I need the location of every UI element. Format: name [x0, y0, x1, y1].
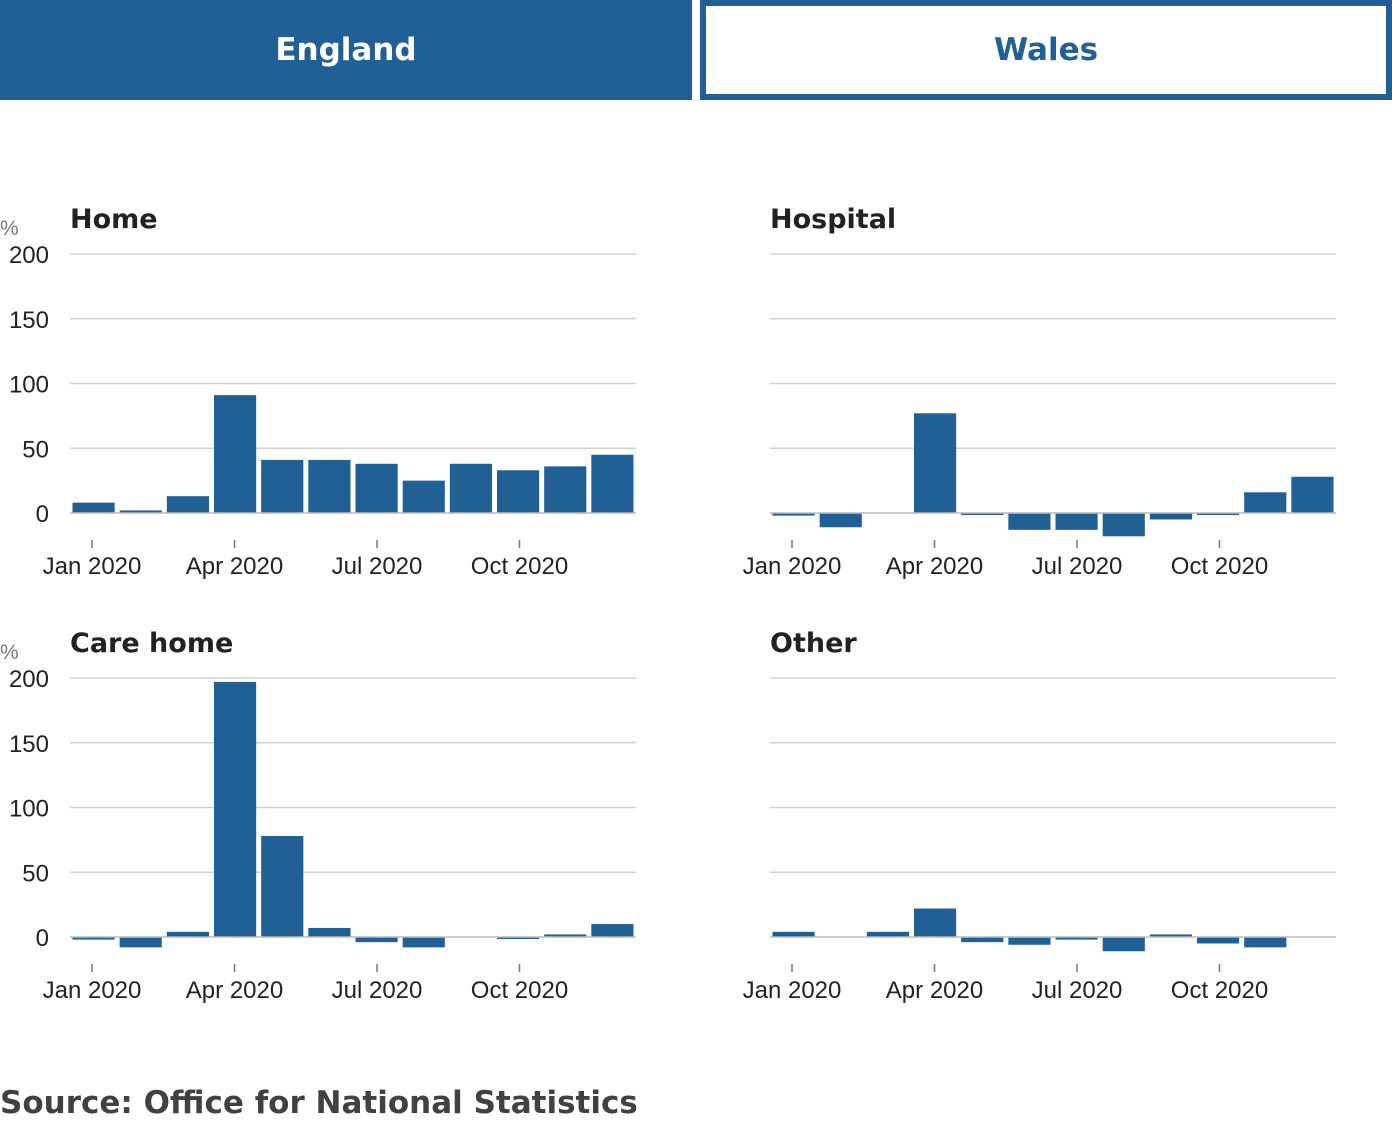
x-tick-label: Oct 2020: [471, 977, 568, 1004]
x-tick-label: Jan 2020: [743, 553, 842, 580]
bar-nov-2020: [1244, 492, 1287, 513]
bar-aug-2020: [402, 480, 445, 513]
bar-jun-2020: [1008, 513, 1051, 530]
bar-jul-2020: [1055, 937, 1098, 940]
tab-england[interactable]: England: [0, 0, 692, 100]
x-tick-label: Oct 2020: [1171, 553, 1268, 580]
bar-oct-2020: [1197, 937, 1240, 944]
y-unit-label: %: [0, 641, 19, 664]
y-tick-label: 200: [9, 666, 49, 693]
tab-wales[interactable]: Wales: [700, 0, 1392, 100]
y-unit-label: %: [0, 217, 19, 240]
bar-feb-2020: [119, 937, 162, 948]
x-tick-label: Oct 2020: [471, 553, 568, 580]
chart-panel-other: Other Jan 2020 Apr 2020 Jul 2020 Oct 2020: [743, 628, 1336, 1004]
x-tick-label: Apr 2020: [186, 977, 283, 1004]
bar-may-2020: [961, 937, 1004, 943]
bar-jun-2020: [308, 459, 351, 513]
chart-panel-hospital: Hospital Jan 2020 Apr 2020 Jul 2020 Oct 2020: [743, 204, 1336, 580]
bar-jan-2020: [72, 937, 115, 940]
bar-dec-2020: [1291, 476, 1334, 513]
y-tick-label: 150: [9, 731, 49, 758]
x-tick-label: Apr 2020: [186, 553, 283, 580]
x-tick-label: Jul 2020: [332, 977, 423, 1004]
bar-oct-2020: [497, 470, 540, 513]
bar-aug-2020: [402, 937, 445, 948]
bar-mar-2020: [166, 931, 209, 937]
x-tick-label: Jan 2020: [43, 553, 142, 580]
x-tick-label: Jan 2020: [743, 977, 842, 1004]
bar-jul-2020: [355, 937, 398, 943]
bar-apr-2020: [914, 908, 957, 937]
bar-aug-2020: [1102, 513, 1145, 537]
chart-title: Care home: [70, 628, 233, 659]
bar-apr-2020: [214, 681, 257, 937]
chart-title: Hospital: [770, 204, 896, 235]
bar-jan-2020: [72, 502, 115, 513]
bar-jul-2020: [355, 463, 398, 513]
chart-panel-care-home: Care home 0 50 100 150 200% Jan 2020 Apr 2020 Ju…: [0, 628, 636, 1004]
x-tick-label: Jul 2020: [1032, 553, 1123, 580]
bar-jan-2020: [772, 513, 815, 516]
y-tick-label: 100: [9, 372, 49, 399]
bar-jul-2020: [1055, 513, 1098, 530]
bar-may-2020: [261, 835, 304, 937]
chart-title: Other: [770, 628, 857, 659]
bar-sep-2020: [1149, 934, 1192, 937]
x-tick-label: Apr 2020: [886, 977, 983, 1004]
bar-aug-2020: [1102, 937, 1145, 952]
y-tick-label: 0: [36, 501, 49, 528]
bar-may-2020: [261, 459, 304, 513]
bar-may-2020: [961, 513, 1004, 515]
y-tick-label: 100: [9, 796, 49, 823]
bar-apr-2020: [914, 413, 957, 513]
bar-jan-2020: [772, 931, 815, 937]
bar-feb-2020: [819, 513, 862, 528]
bar-jun-2020: [308, 927, 351, 937]
bar-nov-2020: [1244, 937, 1287, 948]
area-tabs: England Wales: [0, 0, 1392, 100]
x-tick-label: Jan 2020: [43, 977, 142, 1004]
bar-jun-2020: [1008, 937, 1051, 945]
bar-apr-2020: [214, 395, 257, 513]
y-tick-label: 50: [22, 436, 49, 463]
bar-sep-2020: [1149, 513, 1192, 520]
bar-oct-2020: [497, 937, 540, 939]
y-tick-label: 200: [9, 242, 49, 269]
bar-feb-2020: [119, 510, 162, 513]
x-tick-label: Apr 2020: [886, 553, 983, 580]
small-multiple-charts: Home 0 50 100 150 200% Jan 2020 Apr 2020 Jul 202…: [0, 204, 1336, 1004]
bar-nov-2020: [544, 466, 587, 513]
source-note: Source: Office for National Statistics: [0, 1085, 638, 1121]
x-tick-label: Jul 2020: [332, 553, 423, 580]
bar-nov-2020: [544, 934, 587, 937]
bar-dec-2020: [591, 454, 634, 513]
bar-mar-2020: [166, 496, 209, 513]
y-tick-label: 0: [36, 925, 49, 952]
bar-sep-2020: [449, 463, 492, 513]
bar-mar-2020: [866, 931, 909, 937]
y-tick-label: 50: [22, 860, 49, 887]
y-tick-label: 150: [9, 307, 49, 334]
x-tick-label: Oct 2020: [1171, 977, 1268, 1004]
chart-panel-home: Home 0 50 100 150 200% Jan 2020 Apr 2020 Jul 202…: [0, 204, 636, 580]
bar-oct-2020: [1197, 513, 1240, 515]
x-tick-label: Jul 2020: [1032, 977, 1123, 1004]
chart-title: Home: [70, 204, 158, 235]
bar-dec-2020: [591, 924, 634, 937]
